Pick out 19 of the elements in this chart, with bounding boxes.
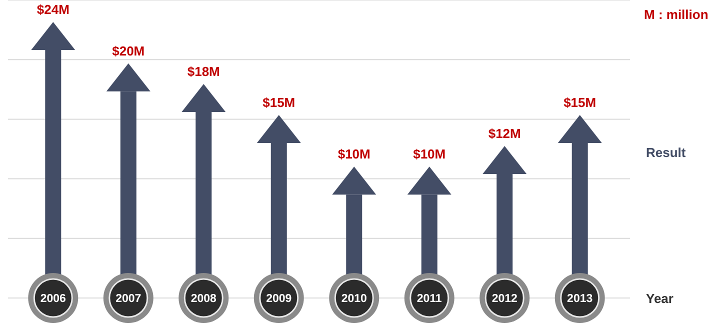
- data-label: $10M: [413, 146, 446, 162]
- x-tick-label: 2011: [416, 293, 442, 306]
- x-tick-label: 2012: [492, 293, 518, 306]
- x-tick-label: 2006: [40, 293, 66, 306]
- data-label: $18M: [187, 64, 220, 79]
- text: M : million: [644, 7, 708, 22]
- data-label: $15M: [564, 95, 596, 110]
- x-tick-label: 2009: [266, 293, 292, 306]
- data-label: $12M: [488, 126, 521, 141]
- data-label: $15M: [262, 95, 296, 110]
- x-tick-label: 2013: [567, 293, 593, 306]
- data-label: $10M: [338, 146, 370, 162]
- x-tick-label: 2007: [116, 293, 142, 306]
- data-label: $20M: [112, 43, 145, 58]
- y-axis-title: Result: [646, 145, 686, 160]
- x-tick-label: 2010: [341, 293, 367, 306]
- x-tick-label: 2008: [190, 293, 218, 306]
- x-axis-title: Year: [646, 291, 674, 306]
- data-label: $24M: [36, 2, 70, 17]
